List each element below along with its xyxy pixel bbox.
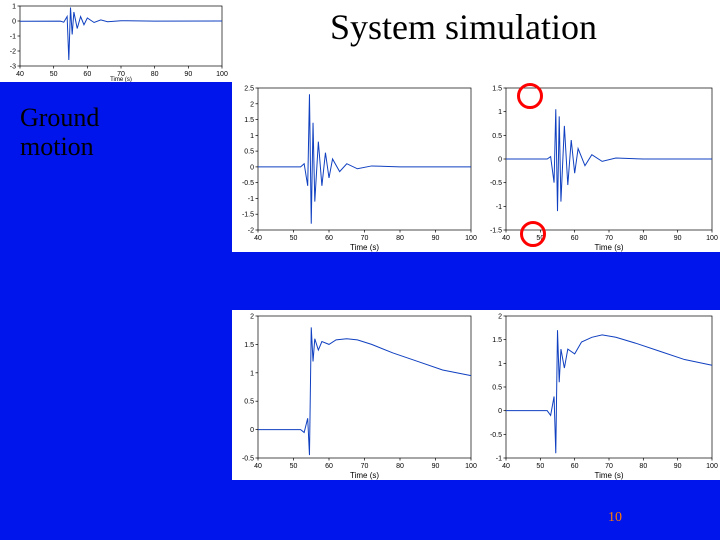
bg-strip-bot xyxy=(232,480,720,540)
svg-text:0.5: 0.5 xyxy=(244,149,254,156)
svg-text:-2: -2 xyxy=(10,49,16,56)
svg-text:60: 60 xyxy=(325,235,333,242)
chart-normal-output: 2 1.5 1 0.5 0 -0.540 50 60 70 80 90 100 Time (s) xyxy=(232,310,477,480)
svg-text:100: 100 xyxy=(216,71,228,78)
svg-text:-1.5: -1.5 xyxy=(490,228,502,235)
svg-text:0.5: 0.5 xyxy=(492,133,502,140)
svg-text:Time (s): Time (s) xyxy=(110,77,132,82)
svg-text:-2: -2 xyxy=(248,228,254,235)
svg-text:-0.5: -0.5 xyxy=(490,432,502,439)
svg-text:40: 40 xyxy=(254,235,262,242)
svg-text:70: 70 xyxy=(605,463,613,470)
svg-text:0.5: 0.5 xyxy=(244,399,254,406)
svg-text:-0.5: -0.5 xyxy=(490,180,502,187)
svg-text:0: 0 xyxy=(498,157,502,164)
svg-text:100: 100 xyxy=(465,235,477,242)
svg-text:1: 1 xyxy=(250,370,254,377)
svg-text:80: 80 xyxy=(639,463,647,470)
svg-text:60: 60 xyxy=(83,71,91,78)
slide-title: System simulation xyxy=(330,6,597,48)
svg-text:-1: -1 xyxy=(496,204,502,211)
svg-text:40: 40 xyxy=(16,71,24,78)
svg-text:0.5: 0.5 xyxy=(492,385,502,392)
svg-text:1: 1 xyxy=(12,4,16,11)
svg-text:40: 40 xyxy=(254,463,262,470)
svg-text:90: 90 xyxy=(432,463,440,470)
svg-text:1.5: 1.5 xyxy=(492,86,502,93)
svg-text:80: 80 xyxy=(396,235,404,242)
svg-text:-3: -3 xyxy=(10,64,16,71)
chart-no-saturation: 2.5 2 1.5 1 0.5 0 -0.5 -1 -1.5 -240 50 60 70 80 90 100 T… xyxy=(232,82,477,252)
svg-text:1.5: 1.5 xyxy=(492,337,502,344)
svg-text:-1: -1 xyxy=(496,456,502,463)
svg-text:1: 1 xyxy=(498,361,502,368)
svg-text:0: 0 xyxy=(250,164,254,171)
svg-text:100: 100 xyxy=(706,463,718,470)
svg-text:1.5: 1.5 xyxy=(244,342,254,349)
svg-text:100: 100 xyxy=(465,463,477,470)
svg-text:Time (s): Time (s) xyxy=(350,471,379,480)
svg-text:-1.5: -1.5 xyxy=(242,212,254,219)
svg-text:90: 90 xyxy=(184,71,192,78)
svg-text:80: 80 xyxy=(639,235,647,242)
svg-text:80: 80 xyxy=(151,71,159,78)
svg-text:0: 0 xyxy=(250,427,254,434)
svg-text:50: 50 xyxy=(536,235,544,242)
svg-text:50: 50 xyxy=(290,235,298,242)
svg-text:90: 90 xyxy=(674,463,682,470)
svg-text:2: 2 xyxy=(498,314,502,321)
svg-text:-0.5: -0.5 xyxy=(242,180,254,187)
svg-text:60: 60 xyxy=(571,235,579,242)
svg-text:Time (s): Time (s) xyxy=(350,243,379,252)
chart-ground-motion: 10-1-2-3405060708090100Time (s) xyxy=(0,0,228,82)
svg-text:90: 90 xyxy=(432,235,440,242)
svg-text:1: 1 xyxy=(498,109,502,116)
svg-text:50: 50 xyxy=(536,463,544,470)
svg-text:0: 0 xyxy=(498,408,502,415)
chart-with-saturation: 1.5 1 0.5 0 -0.5 -1 -1.540 50 60 70 80 90 100 Time (s… xyxy=(480,82,718,252)
svg-text:2: 2 xyxy=(250,314,254,321)
slide-root: System simulation Ground motion No satur… xyxy=(0,0,720,540)
svg-text:40: 40 xyxy=(502,463,510,470)
label-ground-motion: Ground motion xyxy=(20,104,99,161)
page-number: 10 xyxy=(608,510,622,526)
bg-strip-mid xyxy=(232,252,720,310)
svg-text:70: 70 xyxy=(605,235,613,242)
svg-text:0: 0 xyxy=(12,19,16,26)
svg-text:80: 80 xyxy=(396,463,404,470)
svg-text:90: 90 xyxy=(674,235,682,242)
svg-text:70: 70 xyxy=(361,463,369,470)
svg-text:-1: -1 xyxy=(10,34,16,41)
svg-text:Time (s): Time (s) xyxy=(594,243,623,252)
svg-text:60: 60 xyxy=(571,463,579,470)
chart-u-disturbed: 2 1.5 1 0.5 0 -0.5 -140 50 60 70 80 90 100 Time (s) xyxy=(480,310,718,480)
svg-text:60: 60 xyxy=(325,463,333,470)
svg-text:2.5: 2.5 xyxy=(244,86,254,93)
svg-text:Time (s): Time (s) xyxy=(594,471,623,480)
svg-text:1.5: 1.5 xyxy=(244,117,254,124)
svg-text:100: 100 xyxy=(706,235,718,242)
svg-text:1: 1 xyxy=(250,133,254,140)
svg-text:-1: -1 xyxy=(248,196,254,203)
svg-text:70: 70 xyxy=(361,235,369,242)
svg-text:40: 40 xyxy=(502,235,510,242)
svg-text:2: 2 xyxy=(250,101,254,108)
svg-text:-0.5: -0.5 xyxy=(242,456,254,463)
svg-text:50: 50 xyxy=(50,71,58,78)
svg-text:50: 50 xyxy=(290,463,298,470)
